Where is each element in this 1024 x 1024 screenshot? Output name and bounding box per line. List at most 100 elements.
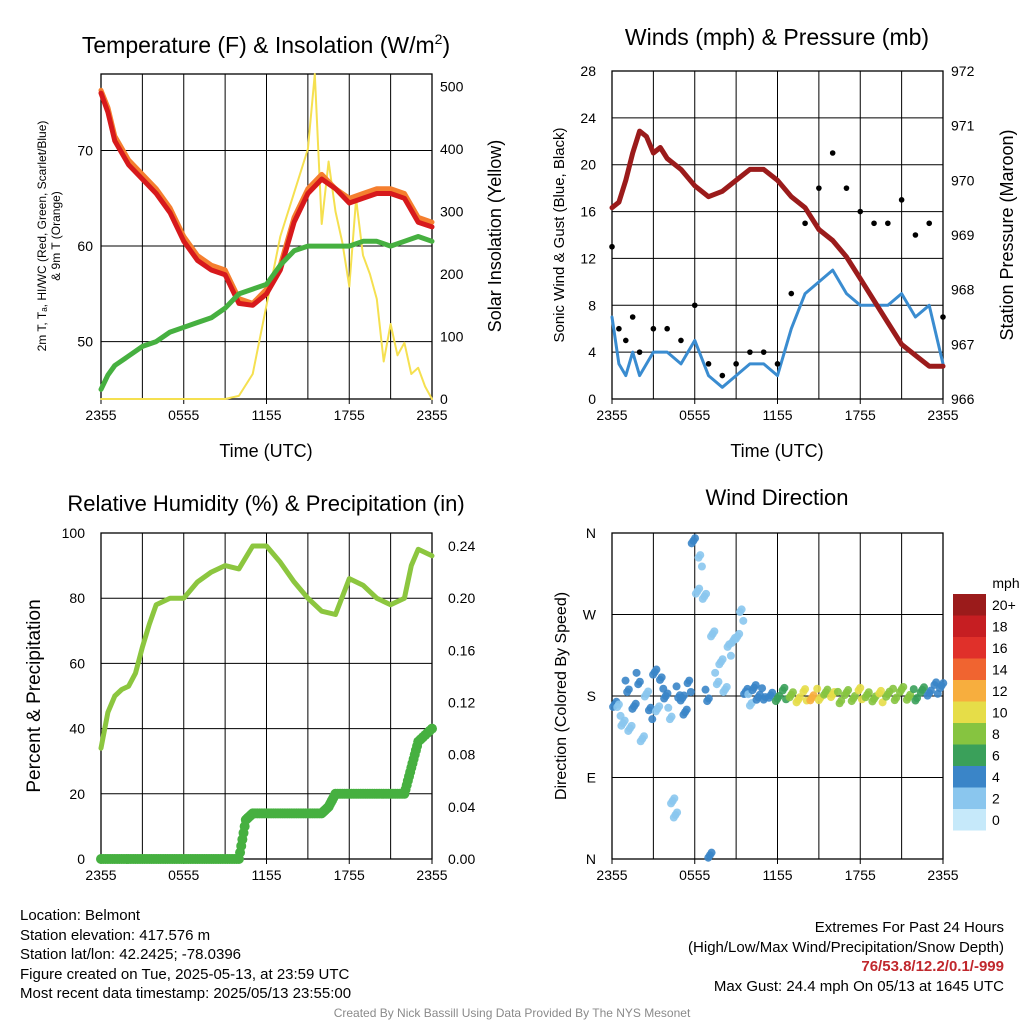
extremes-info: Extremes For Past 24 Hours (High/Low/Max… [688, 918, 1004, 996]
direction-point [909, 685, 918, 694]
station-info: Location: Belmont Station elevation: 417… [20, 906, 351, 1004]
extremes-subtitle: (High/Low/Max Wind/Precipitation/Snow De… [688, 938, 1004, 956]
gust-point [871, 220, 877, 227]
direction-point [780, 683, 789, 692]
y2-tick-label: 969 [951, 227, 975, 243]
series-t9m [98, 87, 435, 306]
series-t2m [98, 90, 435, 308]
y2-tick-label: 0.08 [448, 747, 475, 763]
direction-points-group [609, 534, 948, 862]
y-tick-label: 20 [580, 157, 596, 173]
direction-point [635, 677, 644, 686]
gust-point [926, 220, 933, 227]
y2-tick-label: 300 [440, 204, 464, 220]
direction-point [758, 684, 767, 693]
legend-label: 20+ [992, 597, 1016, 613]
direction-point [899, 682, 908, 691]
x-axis-label: Time (UTC) [219, 441, 312, 461]
credit-text: Created By Nick Bassill Using Data Provi… [333, 1006, 691, 1020]
direction-point [631, 699, 640, 708]
direction-point [751, 681, 760, 690]
x-tick-label: 2355 [596, 407, 627, 423]
direction-point [876, 686, 885, 695]
gust-point [636, 349, 643, 355]
y-tick-label: 8 [588, 297, 596, 313]
gust-point [857, 208, 864, 215]
y2-tick-label: 0.20 [448, 590, 475, 606]
title-end: ) [442, 32, 450, 58]
legend-label: 8 [992, 726, 1000, 742]
y-tick-label: N [586, 851, 596, 867]
gust-point [788, 290, 795, 297]
direction-point [707, 848, 716, 857]
x-tick-label: 1755 [845, 867, 876, 883]
gust-point [898, 197, 905, 203]
gust-point [691, 302, 698, 309]
y2-tick-label: 0.24 [448, 538, 475, 554]
direction-point [673, 808, 682, 817]
direction-point [686, 688, 695, 697]
legend-label: 18 [992, 619, 1008, 635]
direction-point [711, 668, 720, 677]
direction-point [624, 685, 633, 694]
y-tick-label: 24 [580, 110, 596, 126]
gust-point [802, 220, 808, 227]
y2-axis-label-text: Station Pressure (Maroon) [997, 129, 1017, 340]
y-axis-label-text: Percent & Precipitation [24, 599, 45, 792]
gust-point [816, 185, 822, 191]
y-tick-label: N [586, 525, 596, 541]
direction-point [768, 688, 777, 697]
legend-swatch [953, 615, 986, 637]
direction-point [813, 684, 822, 693]
gust-point [705, 361, 712, 367]
direction-point [621, 676, 630, 685]
gust-point [829, 150, 836, 156]
precip-point [427, 723, 437, 734]
x-tick-label: 1155 [251, 867, 281, 883]
direction-point [632, 668, 641, 677]
legend-title: mph [992, 575, 1019, 591]
x-tick-label: 2355 [85, 407, 116, 423]
panel-grid-2: 2355 0555 1155 1755 2355 [85, 532, 448, 883]
gust-point [760, 349, 767, 355]
direction-point [710, 627, 719, 636]
x-tick-label: 2355 [85, 867, 116, 883]
y-tick-label: 28 [580, 63, 596, 79]
x-tick-label: 1755 [334, 867, 365, 883]
legend-label: 14 [992, 662, 1008, 678]
legend-swatch [953, 594, 986, 616]
speed-legend: mph 20+ 18 16 14 12 10 8 6 4 2 0 [953, 575, 1020, 831]
x-tick-label: 2355 [416, 867, 447, 883]
y2-tick-label: 0 [440, 391, 448, 407]
y2-axis-label-text: Solar Insolation (Yellow) [485, 140, 505, 332]
title-superscript: 2 [435, 31, 443, 47]
panel-grid-0: 2355 0555 1155 1755 2355 [85, 73, 448, 423]
chart-title: Temperature (F) & Insolation (W/m2) [82, 31, 450, 58]
y2-tick-label: 0.00 [448, 851, 475, 867]
y-tick-label: 0 [588, 391, 596, 407]
y-tick-label: 60 [77, 238, 93, 254]
legend-label: 2 [992, 791, 1000, 807]
y2-axis-label: Station Pressure (Maroon) [997, 129, 1017, 340]
elevation-text: Station elevation: 417.576 m [20, 926, 211, 944]
extremes-title: Extremes For Past 24 Hours [814, 919, 1004, 936]
gust-point [940, 314, 946, 320]
direction-point [670, 794, 679, 803]
direction-point [739, 616, 748, 625]
direction-point [718, 655, 727, 664]
y2-tick-label: 500 [440, 79, 464, 95]
series-sonic-wind [610, 268, 945, 389]
gust-point [629, 314, 636, 320]
legend-label: 6 [992, 748, 1000, 764]
direction-point [919, 683, 928, 692]
y-tick-label: 50 [77, 334, 93, 350]
y2-tick-label: 200 [440, 266, 464, 282]
y-tick-label: 20 [69, 786, 85, 802]
direction-point [657, 673, 666, 682]
direction-point [788, 688, 797, 697]
direction-point [620, 716, 629, 725]
y-tick-label: 80 [69, 590, 85, 606]
direction-point [682, 705, 691, 714]
y-axis-label-line: & 9m T (Orange) [49, 191, 63, 281]
